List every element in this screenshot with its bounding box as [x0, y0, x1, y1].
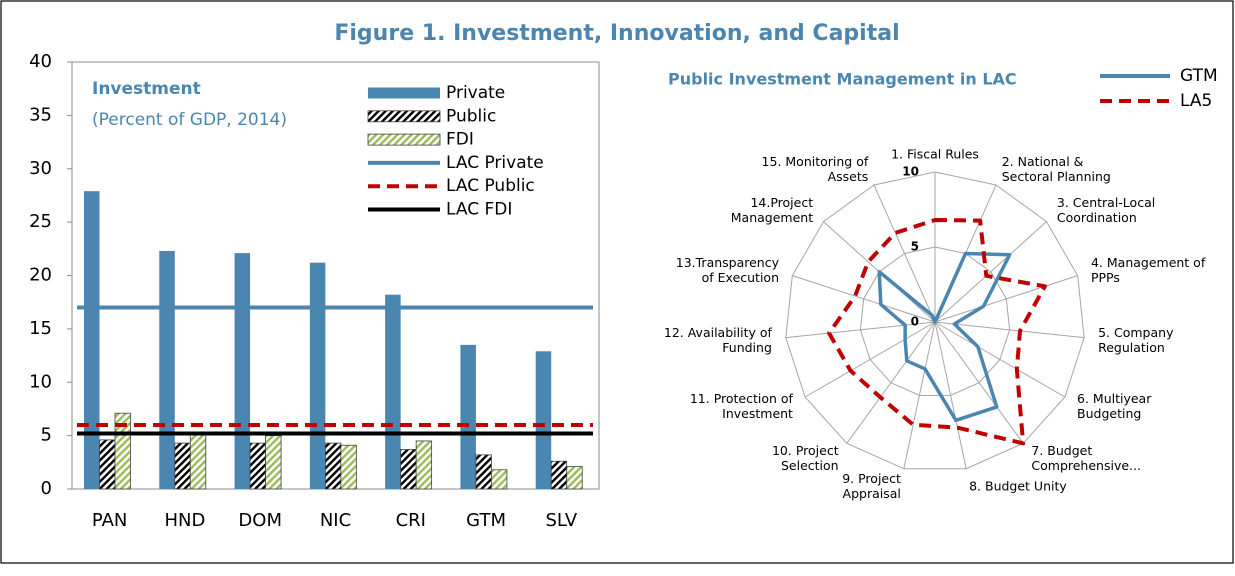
bar [385, 294, 401, 489]
bar [491, 469, 508, 490]
bar [566, 466, 583, 490]
axis-label: 9. Project Appraisal [842, 471, 901, 502]
legend-label: Private [446, 83, 505, 103]
axis-label: 8. Budget Unity [969, 478, 1067, 494]
bar [415, 440, 433, 490]
bar [309, 262, 326, 489]
axis-label: 15. Monitoring of Assets [761, 153, 869, 184]
x-tick-label: PAN [92, 510, 127, 531]
bar [475, 454, 492, 490]
x-tick-label: NIC [320, 510, 351, 531]
axis-label: 10. Project Selection [771, 442, 839, 473]
bar [174, 442, 191, 490]
x-tick-label: DOM [238, 510, 282, 531]
legend-label: Public [446, 106, 496, 126]
legend-label: LAC FDI [446, 200, 512, 220]
axis-label: 3. Central-Local Coordination [1056, 194, 1156, 225]
bar [265, 435, 282, 490]
spoke [934, 221, 1047, 323]
spoke [873, 184, 936, 323]
chart-subtitle: (Percent of GDP, 2014) [92, 110, 287, 130]
spoke [934, 321, 1024, 444]
spoke [792, 275, 936, 323]
grid-ring [785, 171, 1085, 470]
r-tick-label: 10 [902, 165, 919, 179]
y-tick-label: 0 [41, 478, 52, 499]
axis-label: 14.Project Management [730, 194, 814, 225]
bar [400, 449, 417, 490]
x-tick-label: GTM [466, 510, 506, 531]
axis-label: 13.Transparency of Execution [675, 255, 780, 286]
legend-label: FDI [446, 130, 474, 150]
legend-label: LA5 [1180, 91, 1212, 111]
y-tick-label: 30 [29, 158, 52, 179]
axis-label: 6. Multiyear Budgeting [1077, 391, 1152, 421]
x-tick-label: SLV [545, 510, 577, 531]
y-tick-label: 15 [29, 318, 52, 339]
legend-swatch [368, 87, 440, 99]
spoke [934, 275, 1078, 323]
bar [550, 460, 568, 490]
legend-label: LAC Public [446, 176, 535, 196]
y-tick-label: 40 [29, 51, 52, 72]
chart-title: Public Investment Management in LAC [668, 70, 1017, 89]
bar [249, 442, 266, 490]
spoke [903, 321, 936, 469]
x-tick-label: CRI [396, 510, 426, 531]
axis-label: 7. Budget Comprehensive... [1031, 442, 1141, 473]
bar [189, 434, 207, 490]
spoke [934, 321, 967, 469]
bar [234, 253, 251, 489]
spoke [785, 321, 936, 339]
y-tick-label: 25 [29, 211, 52, 232]
legend-swatch [367, 110, 441, 123]
legend-label: GTM [1180, 66, 1218, 86]
legend-swatch [367, 133, 441, 146]
y-tick-label: 20 [29, 265, 52, 286]
bar [159, 250, 175, 489]
radar-series [877, 251, 1012, 423]
axis-label: 2. National & Sectoral Planning [1001, 153, 1111, 184]
axis-label: 1. Fiscal Rules [891, 146, 979, 162]
spoke [934, 321, 1066, 398]
bar [99, 439, 116, 490]
bar [535, 351, 552, 489]
spoke [846, 321, 936, 444]
legend-label: LAC Private [446, 153, 544, 173]
figure-title: Figure 1. Investment, Innovation, and Ca… [334, 21, 899, 46]
y-tick-label: 5 [41, 425, 52, 446]
y-tick-label: 10 [29, 371, 52, 392]
axis-label: 12. Availability of Funding [663, 324, 772, 355]
r-tick-label: 0 [911, 315, 919, 329]
axis-label: 11. Protection of Investment [689, 391, 793, 421]
bar [460, 344, 476, 489]
axis-label: 5. Company Regulation [1098, 324, 1174, 355]
grid-ring [859, 246, 1011, 396]
bar [84, 191, 100, 490]
r-tick-label: 5 [911, 240, 919, 254]
spoke [804, 321, 936, 398]
bar [324, 442, 342, 490]
x-tick-label: HND [164, 510, 205, 531]
bar [340, 444, 357, 490]
spoke [934, 321, 1085, 339]
chart-title: Investment [92, 79, 201, 99]
y-tick-label: 35 [29, 104, 52, 125]
axis-label: 4. Management of PPPs [1090, 255, 1206, 286]
